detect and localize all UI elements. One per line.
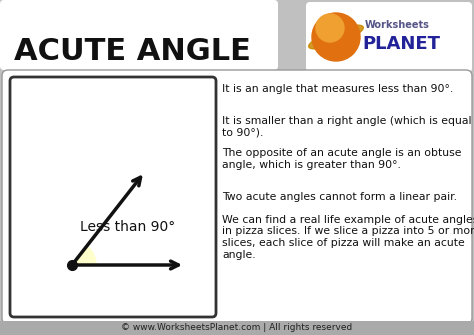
Text: slices, each slice of pizza will make an acute: slices, each slice of pizza will make an… <box>222 238 465 248</box>
Text: PLANET: PLANET <box>362 35 440 53</box>
Text: © www.WorksheetsPlanet.com | All rights reserved: © www.WorksheetsPlanet.com | All rights … <box>121 324 353 333</box>
Text: angle.: angle. <box>222 250 255 260</box>
Text: It is smaller than a right angle (which is equal: It is smaller than a right angle (which … <box>222 116 472 126</box>
Polygon shape <box>72 246 96 265</box>
Text: angle, which is greater than 90°.: angle, which is greater than 90°. <box>222 159 401 170</box>
Bar <box>0 321 474 335</box>
Text: The opposite of an acute angle is an obtuse: The opposite of an acute angle is an obt… <box>222 148 462 158</box>
Text: We can find a real life example of acute angles: We can find a real life example of acute… <box>222 215 474 225</box>
Text: Less than 90°: Less than 90° <box>81 220 176 234</box>
FancyBboxPatch shape <box>10 77 216 317</box>
Text: in pizza slices. If we slice a pizza into 5 or more: in pizza slices. If we slice a pizza int… <box>222 226 474 237</box>
FancyBboxPatch shape <box>306 2 472 72</box>
Circle shape <box>316 14 344 42</box>
Ellipse shape <box>309 25 364 49</box>
Text: Worksheets: Worksheets <box>365 20 430 30</box>
Text: ACUTE ANGLE: ACUTE ANGLE <box>14 38 251 67</box>
Circle shape <box>312 13 360 61</box>
FancyBboxPatch shape <box>0 0 278 70</box>
Text: to 90°).: to 90°). <box>222 128 264 137</box>
FancyBboxPatch shape <box>2 70 472 324</box>
Text: Two acute angles cannot form a linear pair.: Two acute angles cannot form a linear pa… <box>222 192 457 202</box>
Text: It is an angle that measures less than 90°.: It is an angle that measures less than 9… <box>222 84 453 94</box>
